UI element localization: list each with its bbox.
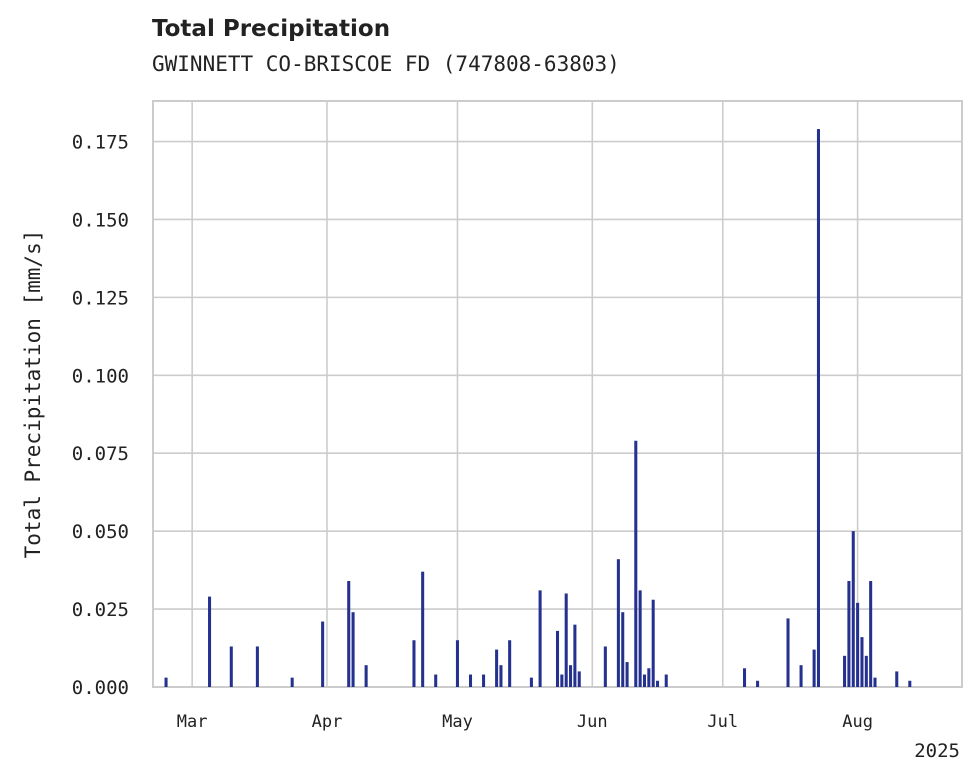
precipitation-bar (603, 646, 607, 687)
y-tick-label: 0.150 (72, 209, 129, 231)
precipitation-bar (816, 129, 820, 687)
precipitation-bar (786, 618, 790, 687)
y-tick-label: 0.025 (72, 599, 129, 621)
precipitation-bar (529, 677, 533, 687)
precipitation-bar (555, 630, 560, 687)
precipitation-bar (468, 674, 473, 687)
x-tick-label: Mar (177, 712, 208, 732)
x-tick-label: Jul (707, 712, 738, 732)
chart-subtitle: GWINNETT CO-BRISCOE FD (747808-63803) (152, 52, 620, 76)
precipitation-bar (569, 665, 573, 687)
precipitation-bar (621, 612, 625, 687)
y-axis-label: Total Precipitation [mm/s] (21, 230, 45, 559)
precipitation-bar (843, 655, 847, 687)
y-tick-label: 0.125 (72, 287, 129, 309)
precipitation-bar (347, 581, 351, 687)
precipitation-bar (434, 674, 438, 687)
precipitation-bar (864, 655, 868, 687)
grid-lines (153, 101, 962, 688)
precipitation-bar (455, 640, 459, 687)
precipitation-bar (869, 581, 873, 687)
precipitation-bar (799, 665, 803, 687)
y-tick-label: 0.175 (72, 132, 129, 154)
precipitation-bar (412, 640, 416, 687)
precipitation-bar (499, 665, 503, 687)
precipitation-bar (860, 637, 864, 687)
y-tick-label: 0.050 (72, 521, 129, 543)
precipitation-bar (577, 671, 581, 687)
precipitation-bar (743, 668, 747, 687)
precipitation-bar (651, 599, 655, 687)
x-tick-label: May (442, 712, 473, 732)
precipitation-bar (255, 646, 259, 687)
precipitation-bar (560, 674, 564, 687)
x-axis-year-label: 2025 (914, 740, 960, 762)
precipitation-bar (508, 640, 512, 687)
precipitation-bar (642, 674, 647, 687)
y-tick-label: 0.075 (72, 443, 129, 465)
y-axis-ticks: 0.000 0.025 0.050 0.075 0.100 0.125 0.150 0.175 (72, 132, 129, 699)
x-tick-label: Jun (577, 712, 608, 732)
precipitation-bar (208, 596, 212, 687)
precipitation-bar (851, 531, 855, 687)
x-axis-ticks: Mar Apr May Jun Jul Aug (177, 712, 873, 732)
precipitation-bar (321, 621, 325, 687)
precipitation-bars (164, 129, 912, 687)
y-tick-label: 0.000 (72, 677, 129, 699)
precipitation-bar (634, 440, 638, 687)
precipitation-bar (656, 680, 660, 687)
precipitation-bar (647, 668, 651, 687)
precipitation-bar (573, 624, 577, 687)
precipitation-bar (873, 677, 877, 687)
precipitation-bar (756, 680, 760, 687)
precipitation-bar (290, 677, 294, 687)
precipitation-bar (364, 665, 368, 687)
y-tick-label: 0.100 (72, 365, 129, 387)
precipitation-bar (812, 649, 816, 687)
precipitation-bar (564, 593, 568, 687)
precipitation-bar (664, 674, 668, 687)
plot-area-frame (152, 100, 963, 688)
precipitation-bar (638, 590, 642, 687)
precipitation-bar (908, 680, 912, 687)
precipitation-bar (482, 674, 486, 687)
precipitation-bar (625, 662, 629, 687)
precipitation-bar (229, 646, 233, 687)
precipitation-bar (351, 612, 355, 687)
precipitation-bar (895, 671, 899, 687)
precipitation-bar (164, 677, 168, 687)
x-tick-label: Apr (312, 712, 343, 732)
chart-title: Total Precipitation (152, 16, 391, 42)
x-tick-label: Aug (842, 712, 873, 732)
precipitation-bar (495, 649, 499, 687)
precipitation-bar (856, 602, 860, 687)
precipitation-bar (847, 581, 851, 687)
precipitation-bar (421, 571, 425, 687)
precipitation-bar (538, 590, 542, 687)
precipitation-bar (616, 559, 620, 687)
